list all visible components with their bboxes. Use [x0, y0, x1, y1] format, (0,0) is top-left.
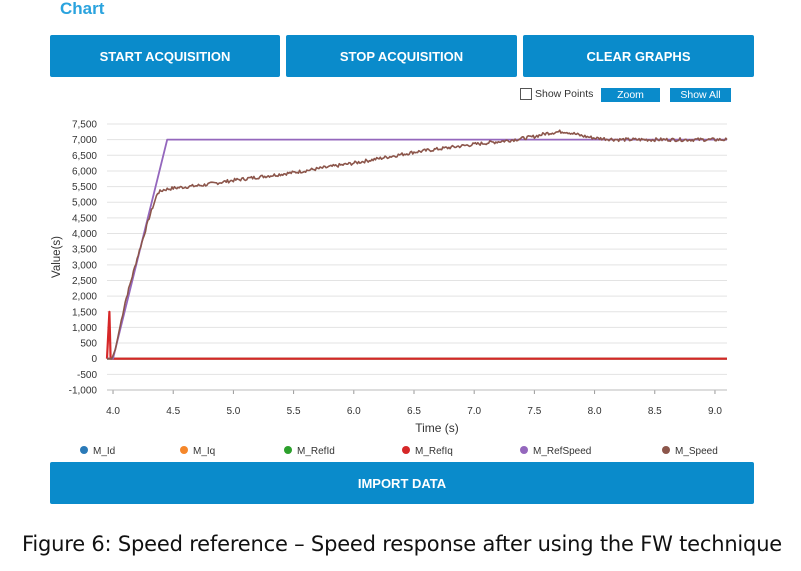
x-tick-label: 5.5	[287, 406, 301, 417]
clear-graphs-button[interactable]: CLEAR GRAPHS	[523, 35, 754, 77]
legend-label: M_Id	[93, 446, 115, 457]
x-tick-label: 4.5	[166, 406, 180, 417]
legend-label: M_Speed	[675, 446, 718, 457]
show-points-label: Show Points	[535, 88, 594, 100]
y-tick-label: 4,000	[72, 229, 97, 240]
y-tick-label: 7,000	[72, 135, 97, 146]
chart-title: Chart	[60, 0, 105, 18]
y-tick-label: 2,000	[72, 292, 97, 303]
x-tick-label: 8.0	[588, 406, 602, 417]
y-tick-label: 4,500	[72, 213, 97, 224]
y-tick-label: 5,500	[72, 182, 97, 193]
zoom-button[interactable]: Zoom	[601, 88, 660, 102]
line-chart[interactable]: 7,500 7,000 6,500 6,000 5,500 5,000 4,500 4,000…	[0, 0, 801, 520]
y-tick-label: 1,500	[72, 307, 97, 318]
show-all-button[interactable]: Show All	[670, 88, 731, 102]
y-tick-label: 5,000	[72, 198, 97, 209]
x-tick-label: 8.5	[648, 406, 662, 417]
x-tick-label: 5.0	[226, 406, 240, 417]
y-tick-label: 6,500	[72, 151, 97, 162]
legend-marker[interactable]	[284, 446, 292, 454]
y-axis-label: Value(s)	[51, 236, 63, 278]
stop-acquisition-button[interactable]: STOP ACQUISITION	[286, 35, 517, 77]
legend-marker[interactable]	[520, 446, 528, 454]
legend-label: M_RefSpeed	[533, 446, 591, 457]
show-points-checkbox[interactable]	[520, 88, 532, 100]
x-tick-label: 4.0	[106, 406, 120, 417]
x-tick-label: 7.5	[527, 406, 541, 417]
y-tick-label: 6,000	[72, 166, 97, 177]
series-line-m-speed	[107, 129, 728, 360]
y-tick-label: 3,000	[72, 260, 97, 271]
x-tick-label: 6.0	[347, 406, 361, 417]
figure-caption: Figure 6: Speed reference – Speed respon…	[22, 532, 783, 556]
y-tick-label: 1,000	[72, 323, 97, 334]
y-tick-label: 500	[80, 339, 97, 350]
series-line-m-refiq	[105, 310, 727, 360]
legend-marker[interactable]	[402, 446, 410, 454]
show-points-toggle[interactable]: Show Points	[520, 88, 593, 100]
x-axis-label: Time (s)	[415, 421, 459, 435]
legend-label: M_RefId	[297, 446, 335, 457]
y-tick-label: -1,000	[69, 386, 98, 397]
y-tick-label: 2,500	[72, 276, 97, 287]
y-tick-label: 7,500	[72, 120, 97, 131]
legend-marker[interactable]	[180, 446, 188, 454]
x-tick-label: 7.0	[467, 406, 481, 417]
legend-label: M_Iq	[193, 446, 215, 457]
y-tick-label: -500	[77, 370, 97, 381]
y-tick-label: 0	[91, 354, 97, 365]
import-data-button[interactable]: IMPORT DATA	[50, 462, 754, 504]
x-tick-label: 9.0	[708, 406, 722, 417]
legend-label: M_RefIq	[415, 446, 453, 457]
y-tick-label: 3,500	[72, 245, 97, 256]
legend-marker[interactable]	[80, 446, 88, 454]
start-acquisition-button[interactable]: START ACQUISITION	[50, 35, 280, 77]
x-tick-label: 6.5	[407, 406, 421, 417]
legend-marker[interactable]	[662, 446, 670, 454]
